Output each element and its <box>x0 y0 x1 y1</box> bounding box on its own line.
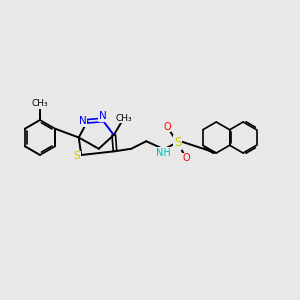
Text: N: N <box>79 116 87 126</box>
Text: S: S <box>74 151 80 161</box>
Text: S: S <box>174 136 181 149</box>
Text: N: N <box>99 111 106 121</box>
Text: CH₃: CH₃ <box>32 99 48 108</box>
Text: CH₃: CH₃ <box>116 113 133 122</box>
Text: O: O <box>183 153 190 163</box>
Text: O: O <box>163 122 171 132</box>
Text: NH: NH <box>156 148 171 158</box>
